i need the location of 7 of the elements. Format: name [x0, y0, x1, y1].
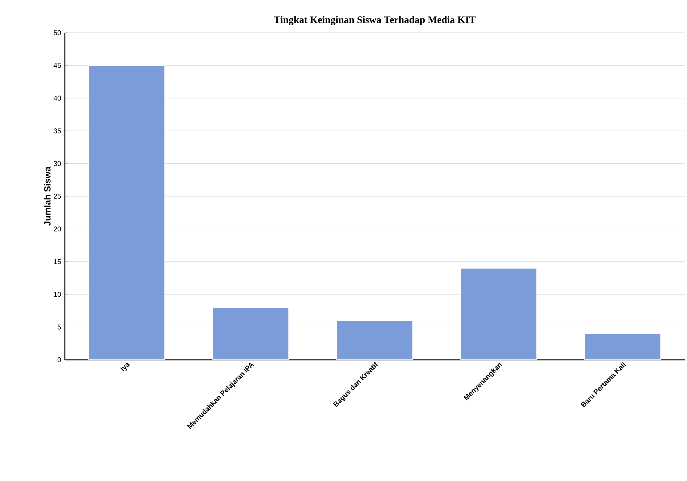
bar [460, 268, 538, 360]
chart-title: Tingkat Keinginan Siswa Terhadap Media KIT [274, 16, 476, 26]
bar [336, 320, 414, 360]
y-axis-title: Jumlah Siswa [44, 166, 51, 226]
bar [584, 333, 662, 360]
bar [88, 65, 166, 360]
bar [212, 307, 290, 360]
